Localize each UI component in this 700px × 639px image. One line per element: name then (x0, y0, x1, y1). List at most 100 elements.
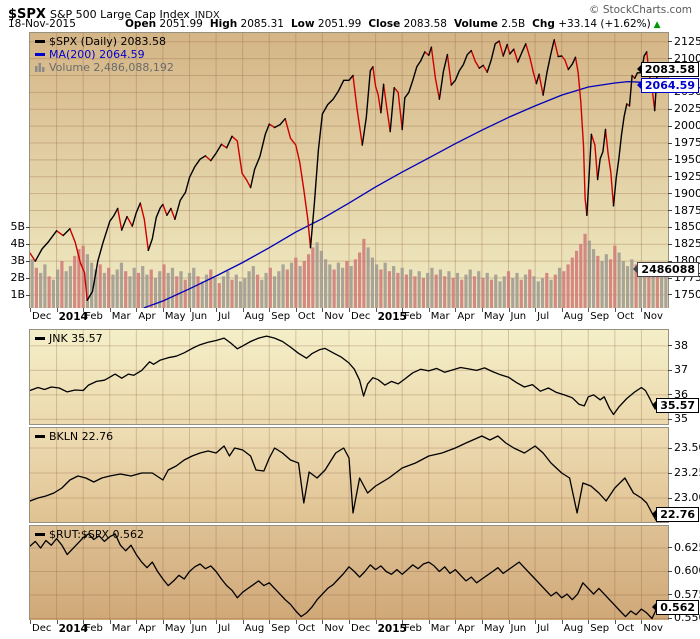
volume-bar (111, 274, 115, 308)
y-axis-label: 1975 (674, 136, 700, 150)
y-axis-label: 2050 (674, 85, 700, 99)
month-tick (30, 620, 31, 624)
volume-bar (204, 274, 209, 308)
volume-bar (51, 279, 55, 308)
volume-bar (430, 267, 434, 308)
quote-field-label: Open (125, 18, 157, 30)
month-tick (481, 308, 483, 312)
volume-bar (264, 272, 268, 308)
month-tick (402, 308, 404, 312)
volume-bar (119, 262, 124, 308)
volume-bar (587, 240, 591, 308)
legend-row: $RUT:$SPX 0.562 (35, 528, 144, 541)
jnk-legend: JNK 35.57 (35, 332, 103, 345)
month-label: Oct (616, 623, 635, 634)
volume-bar (421, 278, 426, 308)
month-label: Dec (32, 623, 52, 634)
month-tick (349, 620, 350, 624)
quote-field-low: Low 2051.99 (290, 18, 362, 30)
volume-bar (162, 264, 166, 308)
volume-bar (625, 266, 630, 308)
volume-bar (341, 267, 345, 308)
bkln-panel: BKLN 22.76 (29, 427, 669, 523)
month-tick (561, 308, 563, 312)
month-tick (295, 620, 297, 624)
month-label: Jun (191, 311, 208, 322)
volume-bar (187, 272, 192, 308)
month-tick (83, 620, 85, 624)
volume-bar (447, 271, 451, 308)
volume-bar (583, 233, 587, 308)
volume-bar (217, 283, 221, 308)
volume-bar (209, 269, 213, 308)
month-label: Feb (404, 311, 422, 322)
month-label: May (483, 623, 505, 634)
month-tick (56, 308, 58, 312)
month-tick (216, 620, 218, 624)
y-axis-label: 0.625 (674, 540, 700, 554)
volume-bar (358, 252, 362, 308)
month-label: Jul (537, 623, 550, 634)
bkln-chart-canvas (30, 428, 668, 522)
legend-label: $SPX (Daily) 2083.58 (49, 35, 167, 48)
rut-legend: $RUT:$SPX 0.562 (35, 528, 144, 541)
volume-bar (426, 272, 430, 308)
month-tick (269, 620, 271, 624)
volume-bar (285, 269, 289, 308)
volume-bar (289, 262, 294, 308)
legend-row: BKLN 22.76 (35, 430, 113, 443)
month-tick (588, 620, 590, 624)
volume-bar (306, 254, 311, 308)
month-label: Oct (297, 311, 316, 322)
volume-bar (226, 271, 230, 308)
month-label: Jul (218, 311, 231, 322)
y-axis-label: 1900 (674, 186, 700, 200)
month-label: Jun (510, 623, 527, 634)
month-label: Dec (32, 311, 52, 322)
volume-bar (570, 257, 574, 308)
volume-bars-icon (35, 63, 45, 72)
volume-bar (392, 266, 396, 308)
volume-bar (591, 249, 596, 308)
volume-axis-label: 5B (10, 220, 25, 233)
month-tick (242, 308, 244, 312)
volume-bar (47, 276, 51, 308)
volume-bar (64, 271, 68, 308)
month-label: Aug (244, 623, 265, 634)
month-tick (535, 308, 537, 312)
month-label: Apr (138, 311, 156, 322)
volume-bar (43, 264, 47, 308)
legend-swatch (35, 53, 45, 56)
volume-bar (115, 269, 119, 308)
volume-bar (298, 266, 302, 308)
volume-bar (362, 238, 366, 308)
volume-bar (56, 269, 60, 308)
volume-axis-label: 4B (10, 237, 25, 250)
month-tick (349, 308, 350, 312)
month-label: Aug (244, 311, 265, 322)
volume-bar (409, 269, 413, 308)
month-label: Oct (616, 311, 635, 322)
legend-swatch (35, 533, 45, 536)
y-axis-label: 38 (674, 338, 688, 352)
spx-chart-canvas (30, 33, 668, 308)
month-tick (189, 308, 191, 312)
legend-swatch (35, 435, 45, 438)
volume-bar (655, 274, 659, 308)
legend-label: Volume 2,486,088,192 (49, 61, 174, 74)
volume-bar (255, 274, 260, 308)
volume-bar (596, 255, 600, 308)
volume-bar (549, 279, 553, 308)
month-label: May (483, 311, 505, 322)
volume-bar (638, 271, 642, 308)
month-label: Nov (643, 623, 663, 634)
volume-bar (600, 261, 604, 308)
volume-bar (98, 264, 102, 308)
series-line-jnk (30, 335, 659, 416)
volume-bar (481, 278, 485, 308)
volume-bar (243, 278, 247, 308)
volume-bar (311, 247, 315, 308)
volume-bar (404, 274, 409, 308)
month-tick (641, 620, 643, 624)
month-tick (455, 308, 457, 312)
